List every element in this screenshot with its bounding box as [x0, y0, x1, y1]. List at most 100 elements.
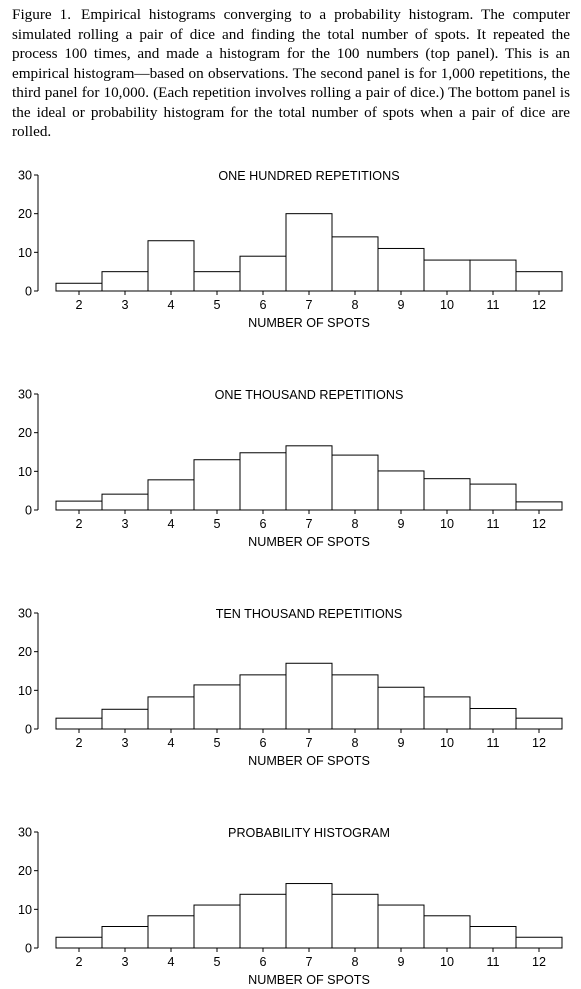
- x-axis-label: NUMBER OF SPOTS: [248, 973, 370, 987]
- histogram-panel-2: ONE THOUSAND REPETITIONS 0 10 20 30 2 3 4 5 6 7 8 9 1…: [18, 388, 563, 549]
- y-tick-label: 10: [18, 246, 32, 260]
- histogram-bar: [469, 926, 517, 949]
- x-tick-label: 8: [351, 298, 358, 312]
- x-tick-label: 2: [75, 955, 82, 969]
- x-tick-label: 3: [121, 955, 128, 969]
- x-tick-label: 10: [440, 517, 454, 531]
- histogram-bar: [331, 454, 379, 511]
- histogram-bar: [377, 904, 425, 949]
- histogram-bar: [515, 717, 563, 730]
- y-tick-label: 30: [18, 388, 32, 402]
- histogram-bar: [239, 452, 287, 511]
- histogram-bar: [515, 271, 563, 292]
- histogram-bar: [423, 478, 471, 511]
- x-tick-label: 3: [121, 736, 128, 750]
- histogram-bar: [193, 459, 241, 511]
- x-axis-label: NUMBER OF SPOTS: [248, 316, 370, 330]
- histogram-bar: [423, 915, 471, 949]
- histogram-bar: [55, 936, 103, 949]
- y-tick-label: 0: [25, 942, 32, 956]
- x-tick-label: 11: [486, 736, 499, 750]
- figure-caption: Figure 1. Empirical histograms converging…: [12, 5, 570, 142]
- x-tick-label: 8: [351, 955, 358, 969]
- histogram-bar: [193, 684, 241, 730]
- histogram-bar: [239, 674, 287, 730]
- x-tick-label: 6: [259, 955, 266, 969]
- histogram-bar: [331, 893, 379, 949]
- histogram-bar: [423, 259, 471, 292]
- histogram-bar: [515, 501, 563, 511]
- x-tick-label: 6: [259, 517, 266, 531]
- figure-caption-text: Empirical histograms converging to a pro…: [12, 6, 571, 140]
- x-tick-label: 11: [486, 517, 499, 531]
- y-tick-label: 30: [18, 826, 32, 840]
- histogram-bar: [331, 674, 379, 730]
- histogram-bar: [469, 259, 517, 292]
- y-tick-label: 20: [18, 426, 32, 440]
- histogram-bar: [147, 915, 195, 949]
- x-tick-label: 3: [121, 298, 128, 312]
- histogram-bar: [469, 483, 517, 511]
- histogram-bar: [147, 696, 195, 730]
- y-tick-label: 0: [25, 723, 32, 737]
- panel-title: PROBABILITY HISTOGRAM: [228, 826, 390, 840]
- histogram-panel-3: TEN THOUSAND REPETITIONS 0 10 20 30 2 3 4 5 6 7 8 9 1…: [18, 607, 563, 768]
- y-tick-label: 10: [18, 903, 32, 917]
- histogram-bar: [377, 686, 425, 730]
- x-tick-label: 9: [397, 955, 404, 969]
- x-axis-label: NUMBER OF SPOTS: [248, 535, 370, 549]
- y-tick-label: 20: [18, 207, 32, 221]
- x-tick-label: 8: [351, 736, 358, 750]
- x-tick-label: 12: [532, 298, 546, 312]
- x-tick-label: 6: [259, 736, 266, 750]
- histogram-bar: [377, 247, 425, 292]
- x-tick-label: 2: [75, 298, 82, 312]
- x-tick-label: 5: [213, 517, 220, 531]
- x-tick-label: 2: [75, 517, 82, 531]
- x-tick-label: 11: [486, 955, 499, 969]
- x-tick-label: 10: [440, 736, 454, 750]
- histogram-bar: [285, 662, 333, 730]
- y-tick-label: 30: [18, 607, 32, 621]
- histogram-bar: [193, 904, 241, 949]
- x-tick-label: 7: [305, 517, 312, 531]
- histogram-bar: [377, 470, 425, 511]
- x-tick-label: 10: [440, 298, 454, 312]
- y-tick-label: 0: [25, 504, 32, 518]
- x-tick-label: 5: [213, 955, 220, 969]
- histogram-bar: [285, 883, 333, 949]
- y-tick-label: 20: [18, 645, 32, 659]
- y-tick-label: 0: [25, 285, 32, 299]
- x-tick-label: 4: [167, 955, 174, 969]
- x-tick-label: 2: [75, 736, 82, 750]
- x-tick-label: 11: [486, 298, 499, 312]
- x-tick-label: 7: [305, 955, 312, 969]
- x-tick-label: 8: [351, 517, 358, 531]
- histogram-bar: [239, 893, 287, 949]
- histogram-bar: [101, 708, 149, 730]
- histogram-bar: [469, 708, 517, 730]
- x-tick-label: 9: [397, 517, 404, 531]
- x-tick-label: 3: [121, 517, 128, 531]
- x-tick-label: 7: [305, 298, 312, 312]
- x-tick-label: 5: [213, 298, 220, 312]
- histogram-bar: [101, 926, 149, 949]
- x-tick-label: 4: [167, 298, 174, 312]
- figure-label: Figure 1.: [12, 6, 72, 23]
- y-tick-label: 10: [18, 684, 32, 698]
- histogram-bar: [331, 236, 379, 292]
- histogram-bar: [55, 717, 103, 730]
- y-tick-label: 10: [18, 465, 32, 479]
- histogram-bar: [147, 240, 195, 292]
- x-tick-label: 9: [397, 736, 404, 750]
- x-axis-label: NUMBER OF SPOTS: [248, 754, 370, 768]
- panel-title: TEN THOUSAND REPETITIONS: [216, 607, 403, 621]
- x-tick-label: 4: [167, 736, 174, 750]
- histogram-bar: [423, 696, 471, 730]
- histogram-bar: [285, 213, 333, 292]
- x-tick-label: 12: [532, 517, 546, 531]
- x-tick-label: 4: [167, 517, 174, 531]
- x-tick-label: 6: [259, 298, 266, 312]
- histogram-bar: [101, 271, 149, 292]
